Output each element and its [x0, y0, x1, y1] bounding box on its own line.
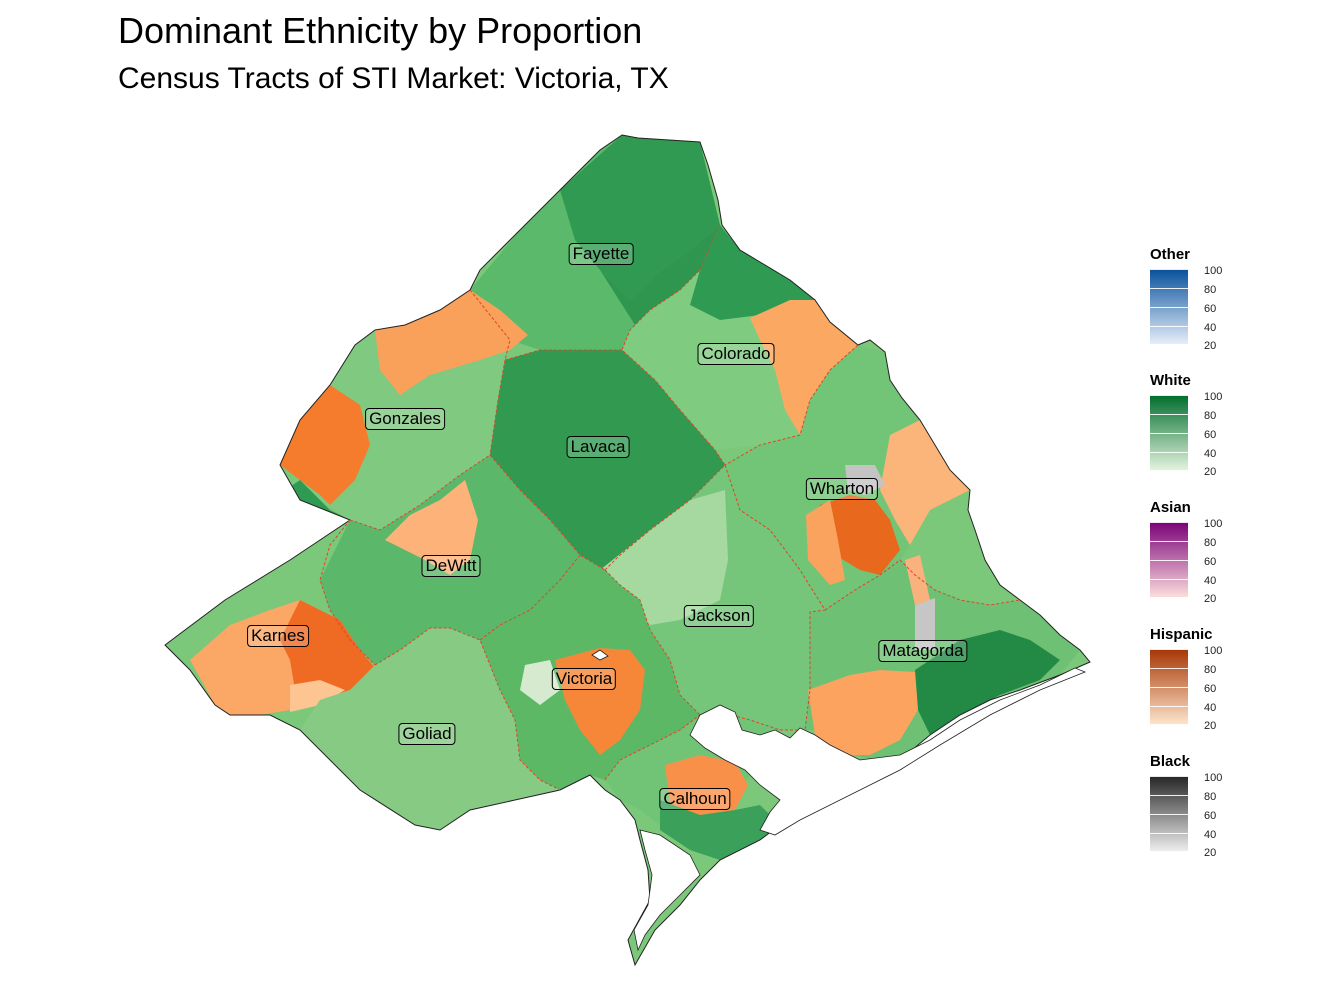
legend-tick-label: 40 [1204, 575, 1217, 587]
county-borders [319, 224, 1021, 791]
county-label-dewitt: DeWitt [421, 555, 481, 577]
legend-title: White [1150, 372, 1191, 389]
legend-scale: 100 80 60 40 20 [1150, 391, 1250, 478]
legend-scale: 100 80 60 40 20 [1150, 772, 1250, 859]
county-label-colorado: Colorado [697, 343, 775, 365]
legend-tick-label: 100 [1204, 265, 1223, 277]
legend-tick-label: 60 [1204, 810, 1217, 822]
legend-scale: 100 80 60 40 20 [1150, 645, 1250, 732]
county-label-jackson: Jackson [683, 605, 755, 627]
county-label-karnes: Karnes [247, 625, 309, 647]
legend-asian: Asian 100 80 60 40 20 [1150, 499, 1250, 605]
legend-tick-label: 20 [1204, 847, 1217, 859]
legend-tick-label: 20 [1204, 466, 1217, 478]
legend-tick-label: 60 [1204, 683, 1217, 695]
legend-tick-label: 80 [1204, 284, 1217, 296]
legend-tick-label: 40 [1204, 322, 1217, 334]
county-label-gonzales: Gonzales [365, 408, 445, 430]
legend-tick-label: 100 [1204, 772, 1223, 784]
legend-tick-label: 80 [1204, 537, 1217, 549]
legend-tick-label: 80 [1204, 791, 1217, 803]
legend-tick-label: 100 [1204, 391, 1223, 403]
region-outline [164, 134, 1091, 967]
county-label-calhoun: Calhoun [659, 788, 731, 810]
legend-tick-label: 100 [1204, 645, 1223, 657]
legend-tick-label: 20 [1204, 593, 1217, 605]
legend-tick-label: 60 [1204, 429, 1217, 441]
legend-title: Other [1150, 246, 1191, 263]
county-label-wharton: Wharton [805, 478, 879, 500]
legend-scale: 100 80 60 40 20 [1150, 518, 1250, 605]
map-title: Dominant Ethnicity by Proportion [118, 10, 643, 51]
legend-tick-label: 20 [1204, 720, 1217, 732]
map-subtitle: Census Tracts of STI Market: Victoria, T… [118, 62, 669, 95]
legend-tick-label: 60 [1204, 303, 1217, 315]
legend-title: Asian [1150, 499, 1191, 516]
legend-black: Black 100 80 60 40 20 [1150, 753, 1250, 859]
legend-tick-label: 40 [1204, 702, 1217, 714]
legend-title: Hispanic [1150, 626, 1213, 643]
legend-tick-label: 60 [1204, 556, 1217, 568]
legend-white: White 100 80 60 40 20 [1150, 372, 1250, 478]
legend-tick-label: 80 [1204, 664, 1217, 676]
legend-scale: 100 80 60 40 20 [1150, 265, 1250, 352]
legend-tick-label: 40 [1204, 448, 1217, 460]
legend-tick-label: 100 [1204, 518, 1223, 530]
legend-tick-label: 40 [1204, 829, 1217, 841]
county-label-goliad: Goliad [398, 723, 456, 745]
bay-water [591, 649, 1087, 952]
county-label-victoria: Victoria [551, 668, 617, 690]
legend-title: Black [1150, 753, 1191, 770]
county-label-lavaca: Lavaca [566, 436, 630, 458]
legend-tick-label: 80 [1204, 410, 1217, 422]
legend-hispanic: Hispanic 100 80 60 40 20 [1150, 626, 1250, 732]
county-label-fayette: Fayette [568, 243, 634, 265]
county-label-matagorda: Matagorda [878, 640, 968, 662]
legend-other: Other 100 80 60 40 20 [1150, 246, 1250, 352]
legend-tick-label: 20 [1204, 340, 1217, 352]
